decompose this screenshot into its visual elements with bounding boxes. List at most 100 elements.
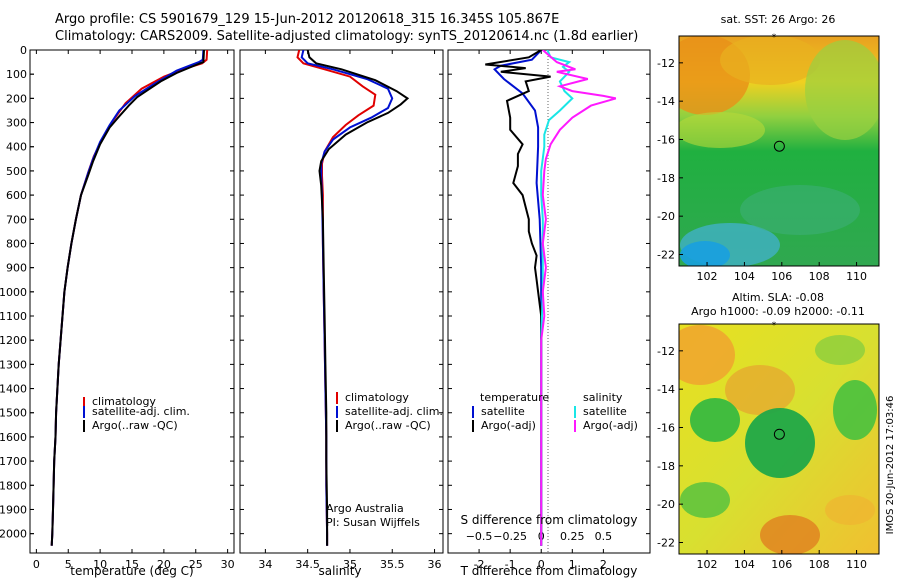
depth-axis: 0 100 200 300 400 500 600 700 800 900 1000 1100 1200… <box>0 44 34 541</box>
s-difference-label: S difference from climatology <box>461 513 638 527</box>
legend-label: satellite <box>481 405 525 418</box>
map-y-tick-label: -14 <box>657 95 675 108</box>
depth-tick-label: 1000 <box>0 286 27 299</box>
map-x-tick-label: 110 <box>846 270 867 283</box>
argo-location-marker <box>773 428 785 440</box>
x-tick-label: -1 <box>505 558 516 571</box>
legend-header-temperature: temperature <box>480 391 549 404</box>
series-line <box>306 50 410 546</box>
s-tick-label: −0.25 <box>493 530 527 543</box>
map-y-tick-label: -22 <box>657 537 675 550</box>
s-tick-label: 0.5 <box>595 530 613 543</box>
depth-tick-label: 400 <box>6 141 27 154</box>
depth-tick-label: 1300 <box>0 358 27 371</box>
s-tick-label: −0.5 <box>466 530 493 543</box>
series-line <box>540 50 617 546</box>
x-tick-label: 25 <box>189 558 203 571</box>
map-x-tick-label: 106 <box>771 270 792 283</box>
x-tick-label: 10 <box>93 558 107 571</box>
legend-label: climatology <box>345 391 409 404</box>
salinity-xlabel: salinity <box>318 564 361 578</box>
depth-tick-label: 1800 <box>0 479 27 492</box>
map-x-tick-label: 110 <box>846 558 867 571</box>
sla-map-title-line2: Argo h1000: -0.09 h2000: -0.11 <box>691 305 865 318</box>
depth-tick-label: 700 <box>6 213 27 226</box>
depth-tick-label: 1200 <box>0 334 27 347</box>
salinity-axes-frame <box>239 49 444 554</box>
north-tick-marker: * <box>772 321 777 331</box>
x-tick-label: 35 <box>343 558 357 571</box>
legend-label: satellite <box>583 405 627 418</box>
x-tick-label: 34.5 <box>295 558 320 571</box>
north-tick-marker: * <box>772 33 777 43</box>
depth-tick-label: 500 <box>6 165 27 178</box>
t-difference-x-axis: -2 -1 0 1 2 <box>448 49 650 571</box>
x-tick-label: 20 <box>157 558 171 571</box>
depth-tick-label: 0 <box>20 44 27 57</box>
map-y-tick-label: -12 <box>657 57 675 70</box>
depth-tick-label: 100 <box>6 68 27 81</box>
series-line <box>540 50 574 546</box>
series-line <box>485 50 551 546</box>
x-tick-label: 5 <box>65 558 72 571</box>
map-y-tick-label: -18 <box>657 460 675 473</box>
depth-tick-label: 2000 <box>0 528 27 541</box>
sst-map-axes: 102 104 106 108 110 -12 -14 -16 -18 -20 -22 <box>657 57 867 283</box>
map-x-tick-label: 102 <box>697 270 718 283</box>
map-y-tick-label: -16 <box>657 134 675 147</box>
temperature-lines <box>50 50 209 546</box>
temperature-panel: 0100200300400500600700800900100011001200… <box>0 44 235 578</box>
depth-tick-label: 800 <box>6 237 27 250</box>
map-y-tick-label: -14 <box>657 383 675 396</box>
x-tick-label: 1 <box>569 558 576 571</box>
sst-field <box>679 36 879 266</box>
map-y-tick-label: -20 <box>657 210 675 223</box>
map-x-tick-label: 104 <box>734 270 755 283</box>
legend-label: Argo(-adj) <box>583 419 638 432</box>
depth-tick-label: 1700 <box>0 455 27 468</box>
salinity-panel: 34 34.5 35 35.5 36 salinity climatology sate… <box>239 49 444 578</box>
x-tick-label: 36 <box>428 558 442 571</box>
x-tick-label: 15 <box>125 558 139 571</box>
x-tick-label: 0 <box>33 558 40 571</box>
sla-map-axes: 102 104 106 108 110 -12 -14 -16 -18 -20 -22 <box>657 345 867 571</box>
difference-axes-frame <box>447 49 651 554</box>
s-tick-label: 0.25 <box>560 530 585 543</box>
depth-tick-label: 300 <box>6 117 27 130</box>
map-y-tick-label: -20 <box>657 498 675 511</box>
map-x-tick-label: 106 <box>771 558 792 571</box>
sst-map-title: sat. SST: 26 Argo: 26 <box>721 13 836 26</box>
salinity-x-axis: 34 34.5 35 35.5 36 <box>240 49 443 571</box>
argo-location-marker <box>773 140 785 152</box>
salinity-lines <box>296 50 410 546</box>
figure-title-line2: Climatology: CARS2009. Satellite-adjuste… <box>55 29 639 44</box>
x-tick-label: 34 <box>258 558 272 571</box>
difference-legend: temperature salinity satellite Argo(-adj… <box>472 391 638 432</box>
depth-tick-label: 900 <box>6 262 27 275</box>
map-y-tick-label: -18 <box>657 172 675 185</box>
sla-map-title-line1: Altim. SLA: -0.08 <box>732 291 824 304</box>
depth-tick-label: 200 <box>6 92 27 105</box>
depth-tick-label: 1600 <box>0 431 27 444</box>
x-tick-label: 30 <box>221 558 235 571</box>
legend-label: Argo(..raw -QC) <box>345 419 431 432</box>
temperature-axes-frame <box>29 49 235 554</box>
difference-panel: -2 -1 0 1 2 −0.5 −0.25 0 0.25 0.5 T difference f… <box>447 49 651 578</box>
temperature-xlabel: temperature (deg C) <box>70 564 193 578</box>
difference-lines <box>485 50 617 546</box>
sst-map-panel: sat. SST: 26 Argo: 26 102 104 106 108 110 -12… <box>657 13 880 283</box>
argo-australia-label: Argo Australia <box>326 502 404 515</box>
legend-label: climatology <box>92 395 156 408</box>
temperature-x-axis: 0 5 10 15 20 25 30 <box>30 49 235 571</box>
legend-header-salinity: salinity <box>583 391 623 404</box>
t-difference-xlabel: T difference from climatology <box>460 564 638 578</box>
side-timestamp-label: IMOS 20-Jun-2012 17:03:46 <box>885 396 896 535</box>
map-y-tick-label: -16 <box>657 422 675 435</box>
sla-map-panel: Altim. SLA: -0.08 Argo h1000: -0.09 h200… <box>657 291 880 571</box>
map-x-tick-label: 108 <box>809 558 830 571</box>
map-y-tick-label: -22 <box>657 249 675 262</box>
x-tick-label: -2 <box>474 558 485 571</box>
map-y-tick-label: -12 <box>657 345 675 358</box>
salinity-legend: climatology satellite-adj. clim. Argo(..… <box>336 391 443 432</box>
